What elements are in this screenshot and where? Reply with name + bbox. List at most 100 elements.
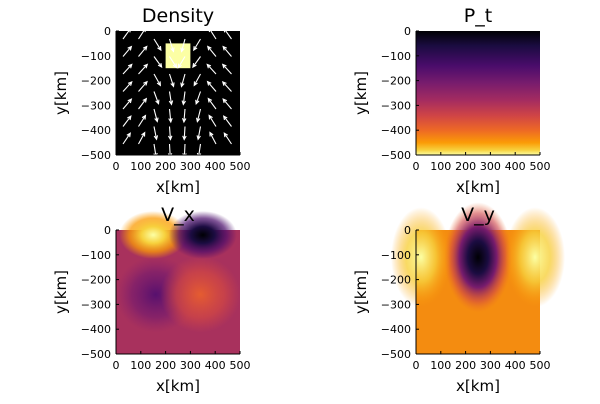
x-axis-label: x[km] bbox=[456, 178, 500, 196]
velocity-arrow bbox=[122, 98, 133, 110]
velocity-arrow bbox=[206, 45, 217, 57]
subplot-title: V_x bbox=[161, 204, 195, 226]
y-tick-label: −200 bbox=[381, 274, 411, 287]
vx-max-region bbox=[160, 256, 241, 333]
heatmap-area bbox=[390, 202, 566, 354]
x-axis-label: x[km] bbox=[156, 178, 200, 196]
y-tick-label: −500 bbox=[381, 348, 411, 361]
x-tick-label: 400 bbox=[505, 359, 526, 372]
pressure-field bbox=[416, 31, 540, 155]
velocity-arrow bbox=[181, 108, 187, 124]
velocity-arrow bbox=[122, 45, 133, 57]
velocity-arrow bbox=[222, 45, 232, 57]
velocity-arrow bbox=[181, 91, 186, 106]
velocity-arrow bbox=[168, 38, 175, 53]
velocity-arrow bbox=[167, 126, 173, 141]
velocity-arrow bbox=[122, 80, 133, 92]
x-tick-label: 0 bbox=[113, 160, 120, 173]
x-tick-label: 0 bbox=[113, 359, 120, 372]
velocity-arrow bbox=[169, 56, 178, 69]
y-tick-label: 0 bbox=[404, 25, 411, 38]
velocity-arrow bbox=[138, 131, 146, 145]
velocity-arrow bbox=[168, 73, 175, 88]
velocity-arrows bbox=[122, 26, 232, 159]
velocity-arrow bbox=[153, 91, 160, 105]
y-tick-label: −100 bbox=[381, 249, 411, 262]
velocity-arrow bbox=[138, 80, 148, 92]
vx-min-region bbox=[168, 210, 237, 259]
x-tick-label: 500 bbox=[530, 160, 551, 173]
vy-max-region bbox=[505, 207, 566, 308]
y-tick-label: −100 bbox=[81, 50, 111, 63]
subplot-4: 0 100 200 300 400 500 0 −100 −200 −300 −400 −500 V_y… bbox=[352, 202, 566, 395]
y-tick-label: −300 bbox=[381, 298, 411, 311]
velocity-arrow bbox=[153, 108, 159, 123]
vx-max-region bbox=[119, 210, 188, 259]
velocity-arrow bbox=[138, 27, 147, 40]
y-tick-label: −400 bbox=[381, 124, 411, 137]
y-tick-label: 0 bbox=[404, 224, 411, 237]
y-tick-label: −400 bbox=[81, 323, 111, 336]
y-tick-label: −500 bbox=[81, 149, 111, 162]
heatmap-area bbox=[116, 26, 240, 159]
y-tick-label: −100 bbox=[381, 50, 411, 63]
subplot-title: V_y bbox=[461, 204, 495, 226]
x-tick-label: 100 bbox=[430, 359, 451, 372]
velocity-arrow bbox=[182, 126, 187, 141]
velocity-arrow bbox=[206, 80, 217, 92]
velocity-arrow bbox=[180, 38, 186, 53]
x-tick-label: 300 bbox=[480, 359, 501, 372]
vy-max-region bbox=[390, 207, 451, 308]
velocity-arrow bbox=[153, 38, 162, 52]
subplot-2: 0 100 200 300 400 500 0 −100 −200 −300 −400 −500 P_t… bbox=[352, 5, 551, 196]
y-tick-label: −400 bbox=[81, 124, 111, 137]
velocity-arrow bbox=[206, 63, 217, 75]
y-tick-label: −300 bbox=[81, 99, 111, 112]
x-tick-label: 200 bbox=[155, 359, 176, 372]
y-tick-label: −200 bbox=[381, 75, 411, 88]
y-axis-label: y[km] bbox=[352, 71, 370, 115]
y-tick-label: −200 bbox=[81, 274, 111, 287]
y-axis-label: y[km] bbox=[352, 270, 370, 314]
y-axis-label: y[km] bbox=[52, 270, 70, 314]
velocity-arrow bbox=[153, 56, 163, 69]
x-tick-label: 100 bbox=[430, 160, 451, 173]
x-axis-label: x[km] bbox=[156, 377, 200, 395]
velocity-arrow bbox=[122, 115, 132, 127]
x-axis-label: x[km] bbox=[456, 377, 500, 395]
y-tick-label: −200 bbox=[81, 75, 111, 88]
y-tick-label: −400 bbox=[381, 323, 411, 336]
velocity-arrow bbox=[223, 132, 232, 145]
velocity-arrow bbox=[208, 114, 217, 127]
velocity-arrow bbox=[168, 91, 174, 106]
velocity-arrow bbox=[221, 63, 232, 75]
x-tick-label: 300 bbox=[480, 160, 501, 173]
subplot-title: Density bbox=[142, 5, 214, 27]
velocity-arrow bbox=[209, 131, 217, 145]
velocity-arrow bbox=[168, 108, 173, 124]
y-tick-label: −300 bbox=[381, 99, 411, 112]
subplot-3: 0 100 200 300 400 500 0 −100 −200 −300 −400 −500 V_x… bbox=[52, 204, 251, 395]
subplot-title: P_t bbox=[464, 5, 492, 27]
subplot-1: 0 100 200 300 400 500 0 −100 −200 −300 −400 −500 Den… bbox=[52, 5, 251, 196]
x-tick-label: 200 bbox=[455, 359, 476, 372]
x-tick-label: 500 bbox=[230, 359, 251, 372]
heatmap-area bbox=[416, 31, 540, 155]
y-tick-label: 0 bbox=[104, 25, 111, 38]
y-tick-label: −300 bbox=[81, 298, 111, 311]
y-axis-label: y[km] bbox=[52, 71, 70, 115]
x-tick-label: 0 bbox=[413, 160, 420, 173]
heatmap-area bbox=[115, 210, 241, 354]
x-tick-label: 400 bbox=[205, 160, 226, 173]
x-tick-label: 0 bbox=[413, 359, 420, 372]
x-tick-label: 200 bbox=[155, 160, 176, 173]
velocity-arrow bbox=[180, 73, 186, 88]
density-block bbox=[165, 43, 191, 69]
velocity-arrow bbox=[153, 126, 159, 141]
velocity-arrow bbox=[177, 56, 186, 69]
velocity-arrow bbox=[122, 63, 133, 75]
x-tick-label: 100 bbox=[130, 160, 151, 173]
velocity-arrow bbox=[138, 114, 147, 127]
velocity-arrow bbox=[207, 97, 217, 110]
